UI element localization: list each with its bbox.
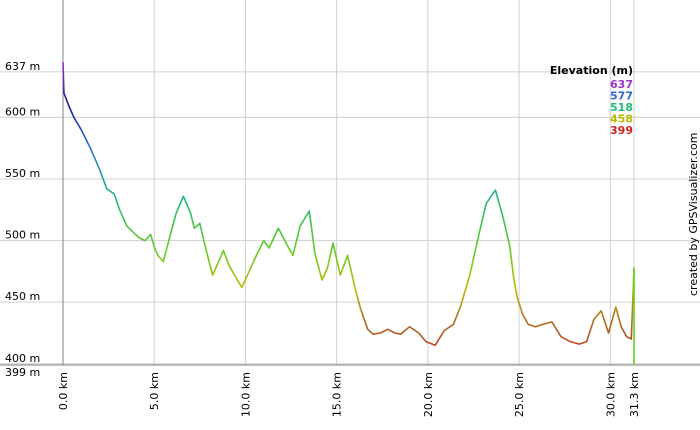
axes (0, 0, 700, 366)
grid-lines (0, 0, 700, 365)
y-tick-label: 400 m (5, 352, 40, 365)
legend-title: Elevation (m) (550, 64, 633, 77)
x-tick-label: 0.0 km (57, 372, 70, 410)
y-tick-label: 500 m (5, 229, 40, 242)
legend-entry: 399 (610, 124, 633, 137)
series-line-elevation (62, 61, 635, 347)
x-tick-label: 15.0 km (331, 372, 344, 417)
legend-entry: 637 (610, 78, 633, 91)
legend-entry: 518 (610, 101, 633, 114)
y-tick-label: 637 m (5, 60, 40, 73)
legend-entry: 577 (610, 90, 633, 103)
credit-text: created by GPSVisualizer.com (687, 133, 700, 296)
x-tick-labels: 0.0 km 5.0 km 10.0 km 15.0 km 20.0 km 25.0 km… (57, 372, 641, 417)
y-tick-label: 450 m (5, 290, 40, 303)
x-tick-label: 10.0 km (239, 372, 252, 417)
y-tick-label: 550 m (5, 167, 40, 180)
y-tick-label: 600 m (5, 105, 40, 118)
legend-entry: 458 (610, 113, 633, 126)
x-tick-label: 30.0 km (604, 372, 617, 417)
x-tick-label: 20.0 km (422, 372, 435, 417)
y-tick-label: 399 m (5, 366, 40, 379)
x-tick-label: 31.3 km (628, 372, 641, 417)
x-tick-label: 25.0 km (513, 372, 526, 417)
x-tick-label: 5.0 km (148, 372, 161, 410)
